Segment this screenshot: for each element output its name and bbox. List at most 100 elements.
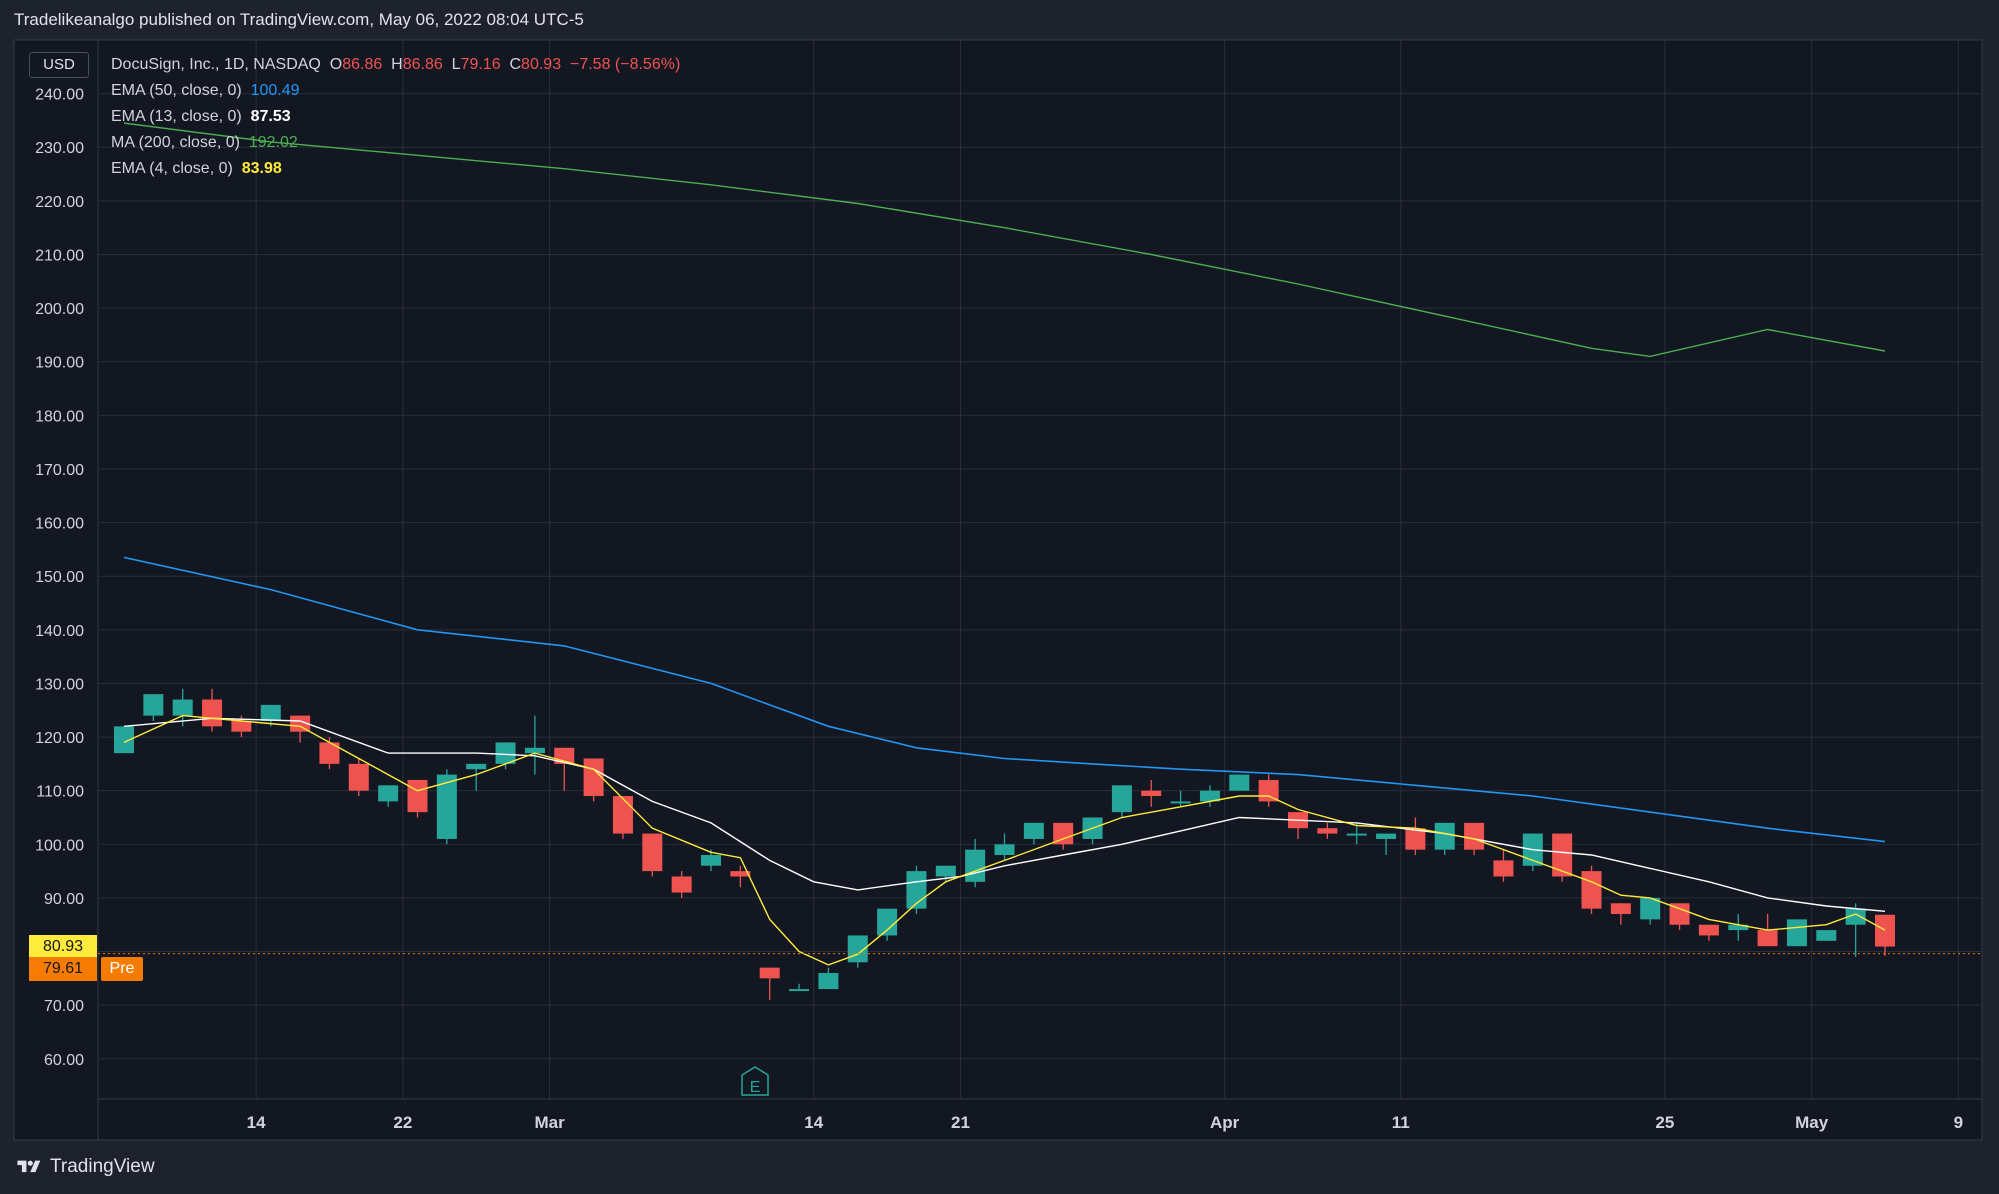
candle-body[interactable] (1493, 860, 1514, 877)
candle-body[interactable] (1698, 924, 1719, 936)
symbol-row: DocuSign, Inc., 1D, NASDAQ O86.86 H86.86… (111, 52, 680, 78)
earnings-marker-icon[interactable] (741, 1066, 769, 1096)
indicator-row-ema50[interactable]: EMA (50, close, 0) 100.49 (111, 78, 680, 104)
chart-frame (13, 39, 1983, 1141)
candle-body[interactable] (671, 876, 692, 893)
candle-body[interactable] (1845, 908, 1866, 925)
candle-body[interactable] (730, 871, 751, 877)
candle-body[interactable] (1640, 897, 1661, 920)
close-value: 80.93 (521, 56, 562, 73)
symbol-label[interactable]: DocuSign, Inc., 1D, NASDAQ (111, 56, 321, 73)
candle-body[interactable] (818, 972, 839, 990)
x-tick-label: May (1795, 1113, 1829, 1132)
candle-body[interactable] (789, 989, 810, 992)
candle-body[interactable] (378, 785, 399, 802)
candle-body[interactable] (290, 715, 311, 732)
x-tick-label: Mar (534, 1113, 565, 1132)
candle-body[interactable] (1728, 924, 1749, 931)
candle-body[interactable] (1258, 779, 1279, 802)
candle-body[interactable] (642, 833, 663, 872)
x-tick-label: 9 (1954, 1113, 1963, 1132)
ma200-line[interactable] (123, 122, 1886, 358)
candle-body[interactable] (260, 704, 281, 721)
candle-body[interactable] (1464, 822, 1485, 850)
candle-body[interactable] (1346, 833, 1367, 836)
candle-body[interactable] (114, 726, 134, 754)
candle-body[interactable] (1317, 828, 1338, 834)
candle-body[interactable] (612, 796, 633, 834)
high-label: H (391, 56, 403, 73)
candle-body[interactable] (1816, 930, 1837, 941)
candle-body[interactable] (583, 758, 604, 797)
x-tick-label: 21 (951, 1113, 970, 1132)
candle-body[interactable] (1111, 785, 1132, 813)
candle-body[interactable] (466, 763, 487, 770)
indicator-label: EMA (50, close, 0) (111, 82, 242, 99)
x-tick-label: 22 (393, 1113, 412, 1132)
indicator-row-ema4[interactable]: EMA (4, close, 0) 83.98 (111, 156, 680, 182)
candle-body[interactable] (1786, 919, 1807, 947)
candle-body[interactable] (701, 855, 721, 866)
indicator-value: 83.98 (241, 160, 282, 177)
candle-body[interactable] (436, 774, 457, 839)
candle-body[interactable] (495, 742, 516, 764)
candle-body[interactable] (1141, 790, 1162, 797)
candle-body[interactable] (1376, 833, 1397, 839)
pre-market-price-label: 79.61 (29, 956, 97, 981)
candle-body[interactable] (348, 763, 369, 791)
candle-body[interactable] (1023, 822, 1044, 839)
indicator-label: EMA (4, close, 0) (111, 160, 233, 177)
candle-body[interactable] (407, 779, 428, 813)
x-tick-label: 25 (1655, 1113, 1674, 1132)
footer-brand[interactable]: TradingView (14, 1156, 155, 1178)
change-value: −7.58 (−8.56%) (569, 56, 681, 73)
high-value: 86.86 (402, 56, 443, 73)
x-tick-label: Apr (1210, 1113, 1240, 1132)
candle-body[interactable] (1229, 774, 1250, 791)
indicator-row-ma200[interactable]: MA (200, close, 0) 192.02 (111, 130, 680, 156)
candle-body[interactable] (319, 742, 340, 764)
candle-body[interactable] (877, 908, 898, 936)
y-tick-label: 220.00 (35, 194, 84, 211)
y-tick-label: 160.00 (35, 516, 84, 533)
candle-body[interactable] (994, 844, 1015, 856)
y-tick-label: 210.00 (35, 247, 84, 264)
candle-body[interactable] (172, 699, 193, 716)
publish-header: Tradelikeanalgo published on TradingView… (14, 10, 584, 29)
candle-body[interactable] (1053, 822, 1074, 845)
candle-body[interactable] (965, 849, 986, 882)
y-tick-label: 240.00 (35, 87, 84, 104)
candle-body[interactable] (524, 747, 545, 754)
indicator-value: 100.49 (250, 82, 300, 99)
candle-body[interactable] (231, 720, 252, 732)
y-tick-label: 180.00 (35, 408, 84, 425)
candle-body[interactable] (1170, 801, 1191, 804)
candle-body[interactable] (143, 694, 164, 716)
close-label: C (509, 56, 522, 73)
open-value: 86.86 (342, 56, 383, 73)
ema50-line[interactable] (123, 556, 1886, 843)
y-tick-label: 150.00 (35, 569, 84, 586)
candle-body[interactable] (1434, 822, 1455, 850)
ema13-line[interactable] (123, 717, 1886, 912)
candle-body[interactable] (1757, 930, 1778, 947)
y-tick-label: 230.00 (35, 140, 84, 157)
candle-body[interactable] (1581, 871, 1602, 909)
candle-body[interactable] (1552, 833, 1573, 877)
candle-body[interactable] (1875, 914, 1895, 947)
candle-body[interactable] (1405, 828, 1426, 850)
ema4-line[interactable] (123, 714, 1886, 966)
currency-selector[interactable]: USD (29, 52, 89, 78)
y-tick-label: 90.00 (44, 891, 84, 908)
y-tick-label: 130.00 (35, 676, 84, 693)
candle-body[interactable] (935, 865, 956, 877)
y-tick-label: 170.00 (35, 462, 84, 479)
candle-body[interactable] (1199, 790, 1220, 802)
candle-body[interactable] (1610, 903, 1631, 915)
indicator-row-ema13[interactable]: EMA (13, close, 0) 87.53 (111, 104, 680, 130)
candle-body[interactable] (202, 699, 223, 727)
candle-body[interactable] (759, 967, 780, 979)
indicator-label: EMA (13, close, 0) (111, 108, 242, 125)
candle-body[interactable] (1669, 903, 1690, 925)
